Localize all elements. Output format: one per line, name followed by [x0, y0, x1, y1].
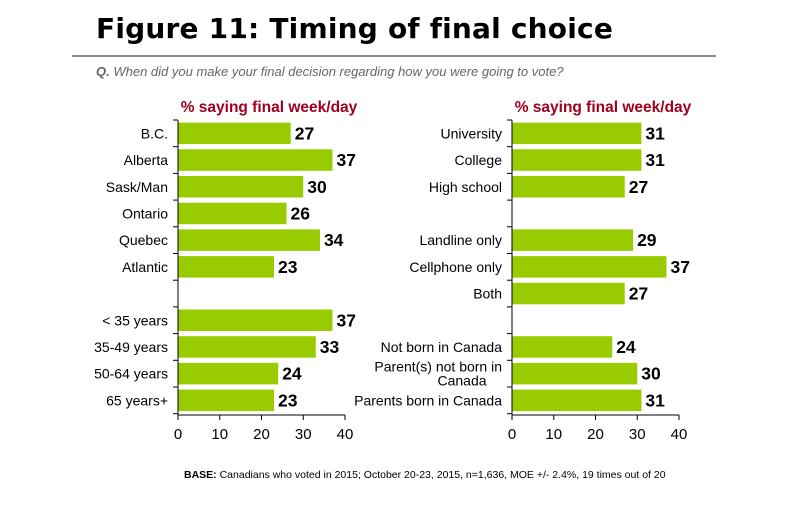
chart1-bar	[178, 202, 287, 225]
chart2-x-tick-label: 0	[508, 426, 516, 443]
chart2-x-tick-label: 10	[545, 426, 562, 443]
chart1-x-tick-label: 30	[295, 426, 312, 443]
chart2-value-label: 37	[670, 257, 689, 277]
chart2-x-tick-label: 40	[671, 426, 688, 443]
base-note: BASE: Canadians who voted in 2015; Octob…	[184, 469, 666, 481]
question-prefix: Q.	[96, 64, 110, 79]
chart1-bar	[178, 309, 333, 331]
chart2-category-label: Parents born in Canada	[354, 392, 502, 408]
chart2-value-label: 31	[645, 150, 665, 170]
chart1-x-tick-label: 0	[174, 426, 182, 443]
chart2-category-label: Not born in Canada	[381, 339, 503, 355]
chart2-bar	[512, 282, 625, 305]
chart2-value-label: 31	[645, 390, 665, 410]
chart2-category-label: Both	[473, 286, 502, 302]
chart1-category-label: B.C.	[141, 125, 168, 141]
chart1-category-label: Atlantic	[122, 259, 168, 275]
chart1-title: % saying final week/day	[181, 99, 358, 116]
chart1-value-label: 26	[291, 203, 311, 223]
base-text: Canadians who voted in 2015; October 20-…	[219, 469, 666, 481]
chart2-category-label: Landline only	[419, 232, 502, 248]
chart1-x-tick-label: 10	[211, 426, 228, 443]
chart1-bar	[178, 149, 333, 171]
chart1-x-tick-label: 40	[337, 426, 354, 443]
chart1-x-tick-label: 20	[253, 426, 270, 443]
chart1-category-label: 50-64 years	[94, 366, 168, 382]
chart2-bar	[512, 256, 667, 278]
chart2-title: % saying final week/day	[515, 99, 692, 116]
chart2-bar	[512, 389, 642, 412]
chart2-category-label: College	[455, 152, 503, 168]
chart2-value-label: 29	[637, 230, 657, 250]
chart2-bar	[512, 336, 613, 358]
chart1-bar	[178, 176, 304, 198]
chart1-bar	[178, 122, 291, 145]
chart1-value-label: 37	[336, 310, 355, 330]
question-text: When did you make your final decision re…	[113, 64, 564, 79]
title-divider	[72, 55, 716, 57]
chart2-value-label: 27	[629, 284, 648, 304]
chart2-bar	[512, 362, 638, 385]
chart1-category-label: < 35 years	[102, 312, 168, 328]
chart1-value-label: 24	[282, 364, 302, 384]
chart2-value-label: 30	[641, 364, 661, 384]
chart1-bar	[178, 362, 279, 385]
chart1-bar	[178, 256, 275, 278]
chart1-bar	[178, 229, 320, 251]
chart1-value-label: 33	[320, 337, 340, 357]
chart2-value-label: 24	[616, 337, 636, 357]
chart1-category-label: Quebec	[119, 232, 168, 248]
chart1-category-label: 65 years+	[106, 392, 168, 408]
chart1-value-label: 37	[336, 150, 355, 170]
chart1-value-label: 27	[295, 123, 314, 143]
chart1-value-label: 30	[307, 177, 327, 197]
chart2-bar	[512, 176, 625, 198]
chart2-bar	[512, 122, 642, 145]
chart2-x-tick-label: 30	[629, 426, 646, 443]
chart1-category-label: Ontario	[122, 205, 168, 221]
chart2-category-label: University	[441, 125, 502, 141]
figure-title: Figure 11: Timing of final choice	[96, 12, 614, 45]
chart2-category-label: High school	[429, 179, 502, 195]
chart1-bar	[178, 389, 275, 412]
chart1-category-label: Sask/Man	[106, 179, 168, 195]
chart2-x-tick-label: 20	[587, 426, 604, 443]
chart1-value-label: 23	[278, 390, 298, 410]
chart1-category-label: Alberta	[124, 152, 169, 168]
chart1-bar	[178, 336, 316, 358]
chart1-category-label: 35-49 years	[94, 339, 168, 355]
chart1-value-label: 23	[278, 257, 298, 277]
chart2-category-label: Cellphone only	[409, 259, 502, 275]
chart2-category-label: Parent(s) not born in Canada	[374, 359, 502, 389]
base-label: BASE:	[184, 469, 217, 481]
survey-question: Q. When did you make your final decision…	[96, 64, 564, 79]
chart2-value-label: 31	[645, 123, 665, 143]
chart2-value-label: 27	[629, 177, 648, 197]
chart2-bar	[512, 149, 642, 171]
chart1-value-label: 34	[324, 230, 344, 250]
chart2-bar	[512, 229, 634, 251]
